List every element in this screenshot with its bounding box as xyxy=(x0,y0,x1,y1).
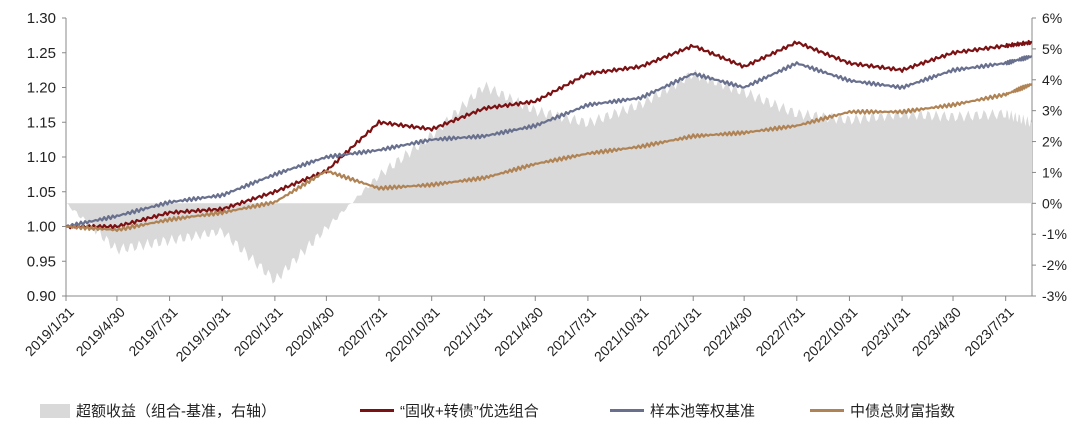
series-line-portfolio xyxy=(65,39,1033,230)
x-tick-label: 2021/1/31 xyxy=(440,304,496,360)
x-tick-label: 2021/4/30 xyxy=(491,304,547,360)
legend-label-portfolio: “固收+转债”优选组合 xyxy=(400,403,539,420)
y-left-tick-label: 1.25 xyxy=(27,45,56,62)
x-tick-label: 2022/1/31 xyxy=(649,304,705,360)
y-right-tick-label: -2% xyxy=(1042,257,1067,273)
legend-label-benchmark: 样本池等权基准 xyxy=(650,403,756,420)
series-line-bond-index xyxy=(65,83,1033,233)
y-right-tick-label: 1% xyxy=(1042,164,1062,180)
y-left-tick-label: 1.05 xyxy=(27,184,56,201)
x-tick-label: 2023/1/31 xyxy=(858,304,914,360)
x-tick-label: 2020/10/31 xyxy=(382,304,443,365)
y-right-tick-label: -3% xyxy=(1042,288,1067,304)
x-tick-label: 2019/4/30 xyxy=(73,304,129,360)
series-line-benchmark xyxy=(65,55,1033,228)
legend-item-excess: 超额收益（组合-基准，右轴） xyxy=(40,400,276,421)
x-tick-label: 2023/7/31 xyxy=(961,304,1017,360)
x-tick-label: 2022/4/30 xyxy=(700,304,756,360)
x-tick-label: 2020/1/31 xyxy=(231,304,287,360)
x-tick-label: 2022/10/31 xyxy=(800,304,861,365)
x-tick-label: 2019/10/31 xyxy=(172,304,233,365)
x-tick-label: 2019/1/31 xyxy=(22,304,78,360)
legend-item-portfolio: “固收+转债”优选组合 xyxy=(360,400,539,421)
y-left-tick-label: 0.90 xyxy=(27,288,56,305)
series-area-excess xyxy=(66,69,1032,284)
legend-swatch-benchmark xyxy=(610,409,644,412)
y-right-tick-label: 0% xyxy=(1042,195,1062,211)
x-tick-label: 2021/10/31 xyxy=(591,304,652,365)
chart-svg: 1.30 1.25 1.20 1.15 1.10 1.05 1.00 0.95 0.90 6% 5%… xyxy=(22,10,1067,365)
legend-label-excess: 超额收益（组合-基准，右轴） xyxy=(76,403,276,420)
y-right-tick-label: -1% xyxy=(1042,226,1067,242)
x-tick-label: 2020/7/31 xyxy=(335,304,391,360)
y-left-tick-label: 1.15 xyxy=(27,114,56,131)
y-right-tick-label: 4% xyxy=(1042,72,1062,88)
legend-item-bond-index: 中债总财富指数 xyxy=(810,400,955,421)
y-right-tick-label: 5% xyxy=(1042,41,1062,57)
legend-swatch-portfolio xyxy=(360,409,394,412)
y-right-tick-label: 6% xyxy=(1042,10,1062,26)
y-right-tick-label: 2% xyxy=(1042,134,1062,150)
legend-item-benchmark: 样本池等权基准 xyxy=(610,400,755,421)
legend-swatch-excess xyxy=(40,403,70,418)
legend: 超额收益（组合-基准，右轴） “固收+转债”优选组合 样本池等权基准 中债总财富… xyxy=(40,400,1060,424)
y-left-tick-label: 1.10 xyxy=(27,149,56,166)
x-tick-label: 2019/7/31 xyxy=(125,304,181,360)
y-left-tick-label: 1.30 xyxy=(27,10,56,27)
legend-swatch-bond-index xyxy=(810,409,844,412)
y-left-tick-label: 0.95 xyxy=(27,253,56,270)
x-tick-label: 2021/7/31 xyxy=(544,304,600,360)
y-left-tick-label: 1.00 xyxy=(27,219,56,236)
y-right-tick-label: 3% xyxy=(1042,103,1062,119)
x-tick-label: 2023/4/30 xyxy=(909,304,965,360)
x-tick-label: 2022/7/31 xyxy=(752,304,808,360)
legend-label-bond-index: 中债总财富指数 xyxy=(850,403,956,420)
x-tick-label: 2020/4/30 xyxy=(282,304,338,360)
y-left-tick-label: 1.20 xyxy=(27,80,56,97)
